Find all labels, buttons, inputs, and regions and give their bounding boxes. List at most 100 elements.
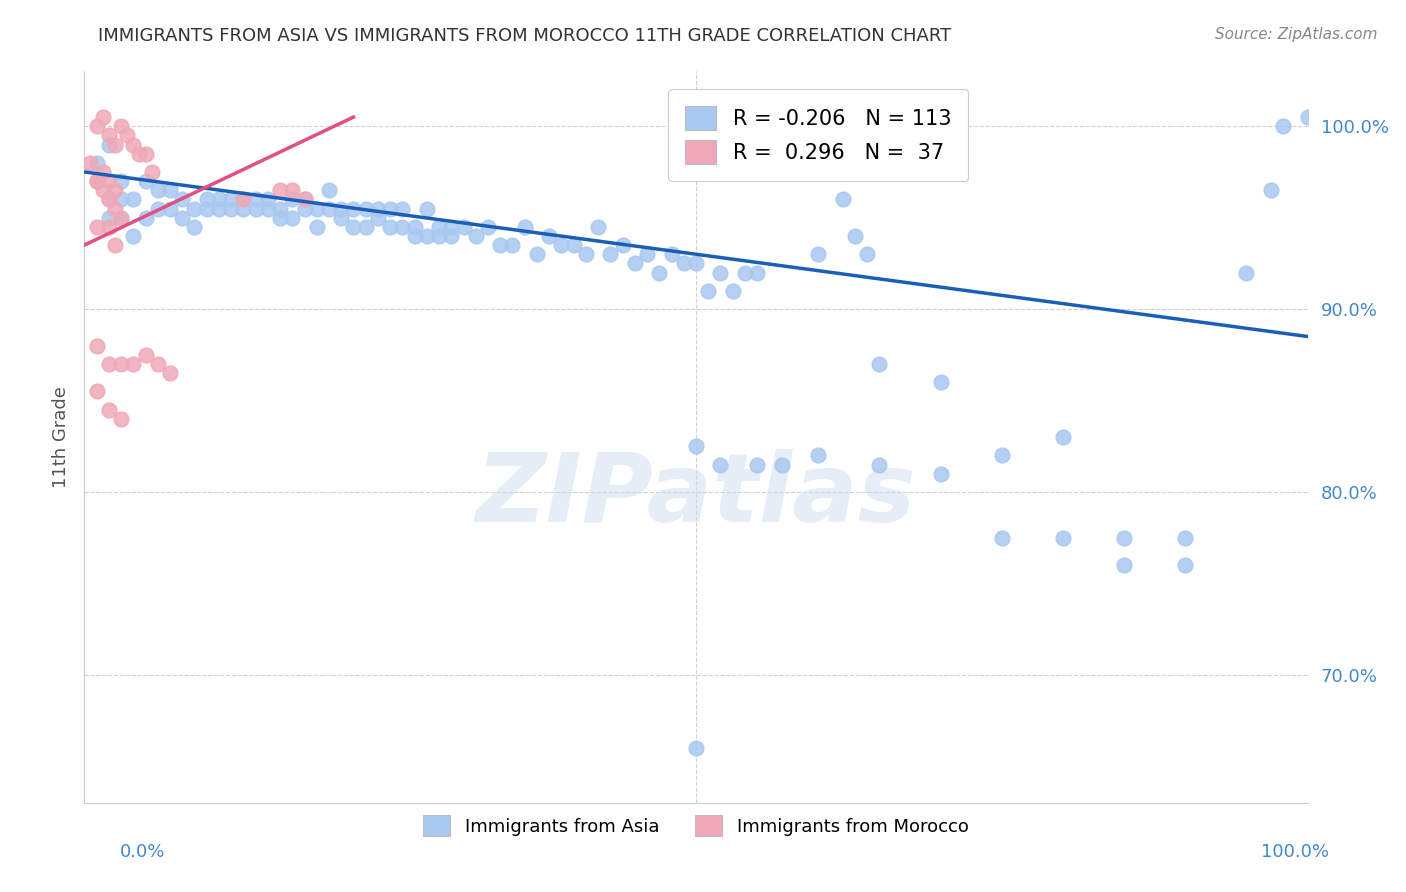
Point: [354, 202, 377, 216]
Point: [330, 202, 353, 216]
Point: [208, 192, 231, 206]
Point: [1114, 531, 1136, 545]
Point: [104, 183, 127, 197]
Point: [110, 192, 132, 206]
Point: [97, 192, 120, 206]
Point: [110, 174, 132, 188]
Point: [110, 119, 132, 133]
Point: [122, 228, 145, 243]
Point: [844, 228, 866, 243]
Point: [122, 357, 145, 371]
Point: [294, 192, 316, 206]
Point: [219, 192, 242, 206]
Point: [770, 458, 793, 472]
Point: [427, 228, 450, 243]
Point: [464, 228, 486, 243]
Point: [305, 219, 328, 234]
Point: [416, 202, 439, 216]
Point: [195, 192, 218, 206]
Point: [86, 384, 108, 399]
Point: [110, 211, 132, 225]
Point: [367, 211, 389, 225]
Point: [232, 192, 254, 206]
Point: [269, 183, 291, 197]
Point: [195, 202, 218, 216]
Point: [929, 375, 952, 389]
Point: [159, 366, 181, 380]
Point: [183, 202, 205, 216]
Point: [380, 219, 402, 234]
Point: [122, 137, 145, 152]
Point: [991, 531, 1014, 545]
Point: [575, 247, 598, 261]
Point: [538, 228, 561, 243]
Point: [97, 174, 120, 188]
Point: [1296, 110, 1319, 124]
Point: [1052, 531, 1074, 545]
Point: [159, 202, 181, 216]
Point: [305, 202, 328, 216]
Point: [245, 202, 267, 216]
Point: [807, 247, 830, 261]
Point: [110, 211, 132, 225]
Point: [721, 284, 744, 298]
Point: [526, 247, 548, 261]
Point: [342, 219, 364, 234]
Point: [550, 238, 572, 252]
Point: [391, 219, 413, 234]
Point: [734, 265, 756, 279]
Point: [1114, 558, 1136, 573]
Point: [219, 202, 242, 216]
Point: [747, 265, 769, 279]
Point: [172, 211, 194, 225]
Point: [146, 183, 169, 197]
Point: [159, 183, 181, 197]
Point: [489, 238, 512, 252]
Point: [86, 174, 108, 188]
Text: 0.0%: 0.0%: [120, 843, 165, 861]
Point: [104, 238, 127, 252]
Point: [97, 192, 120, 206]
Point: [86, 119, 108, 133]
Point: [269, 202, 291, 216]
Point: [91, 165, 114, 179]
Point: [318, 183, 340, 197]
Text: 100.0%: 100.0%: [1261, 843, 1329, 861]
Point: [856, 247, 879, 261]
Point: [318, 202, 340, 216]
Point: [86, 219, 108, 234]
Point: [502, 238, 524, 252]
Point: [709, 265, 731, 279]
Point: [245, 192, 267, 206]
Point: [110, 411, 132, 425]
Point: [1260, 183, 1282, 197]
Point: [1272, 119, 1295, 133]
Point: [104, 137, 127, 152]
Point: [1174, 558, 1197, 573]
Point: [477, 219, 499, 234]
Point: [831, 192, 853, 206]
Point: [232, 192, 254, 206]
Point: [672, 256, 695, 270]
Point: [869, 458, 891, 472]
Point: [97, 219, 120, 234]
Point: [281, 183, 304, 197]
Point: [685, 740, 707, 755]
Point: [440, 228, 463, 243]
Point: [104, 202, 127, 216]
Legend: Immigrants from Asia, Immigrants from Morocco: Immigrants from Asia, Immigrants from Mo…: [415, 806, 977, 845]
Point: [91, 183, 114, 197]
Point: [747, 458, 769, 472]
Point: [562, 238, 585, 252]
Point: [281, 211, 304, 225]
Point: [427, 219, 450, 234]
Point: [624, 256, 647, 270]
Point: [135, 348, 157, 362]
Point: [391, 202, 413, 216]
Point: [128, 146, 150, 161]
Point: [697, 284, 720, 298]
Point: [929, 467, 952, 481]
Point: [354, 219, 377, 234]
Point: [97, 402, 120, 417]
Point: [685, 256, 707, 270]
